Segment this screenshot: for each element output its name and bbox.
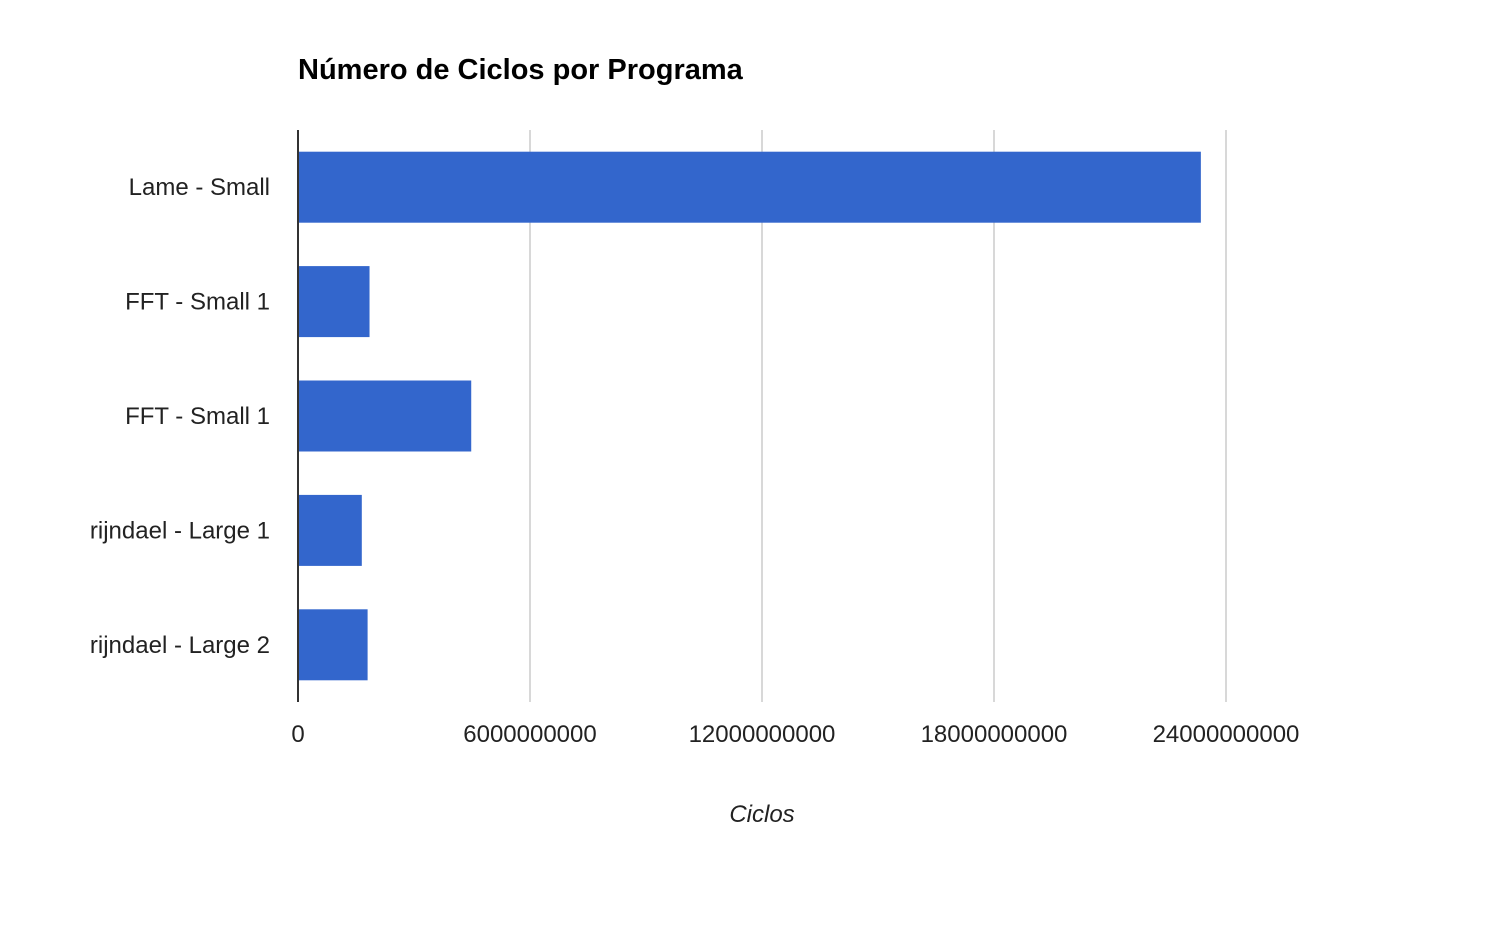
category-label: rijndael - Large 1 bbox=[90, 517, 270, 544]
gridlines bbox=[529, 130, 1227, 702]
bar[interactable] bbox=[298, 266, 370, 338]
bar[interactable] bbox=[298, 380, 472, 452]
category-label: FFT - Small 1 bbox=[125, 289, 270, 316]
x-tick-label: 6000000000 bbox=[463, 721, 596, 748]
category-label: rijndael - Large 2 bbox=[90, 632, 270, 659]
bar[interactable] bbox=[298, 151, 1201, 223]
category-label: FFT - Small 1 bbox=[125, 403, 270, 430]
x-tick-label: 24000000000 bbox=[1153, 721, 1300, 748]
x-tick-label: 18000000000 bbox=[921, 721, 1068, 748]
chart-title: Número de Ciclos por Programa bbox=[298, 54, 743, 86]
x-axis-title: Ciclos bbox=[729, 801, 794, 828]
labels: 0 6000000000 12000000000 18000000000 2400000… bbox=[90, 174, 1300, 828]
bar[interactable] bbox=[298, 609, 368, 681]
bars bbox=[298, 151, 1201, 681]
x-tick-label: 0 bbox=[291, 721, 304, 748]
bar[interactable] bbox=[298, 494, 362, 566]
category-label: Lame - Small bbox=[129, 174, 270, 201]
x-tick-label: 12000000000 bbox=[689, 721, 836, 748]
